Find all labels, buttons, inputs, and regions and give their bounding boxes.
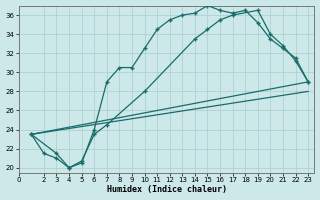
X-axis label: Humidex (Indice chaleur): Humidex (Indice chaleur) — [107, 185, 227, 194]
